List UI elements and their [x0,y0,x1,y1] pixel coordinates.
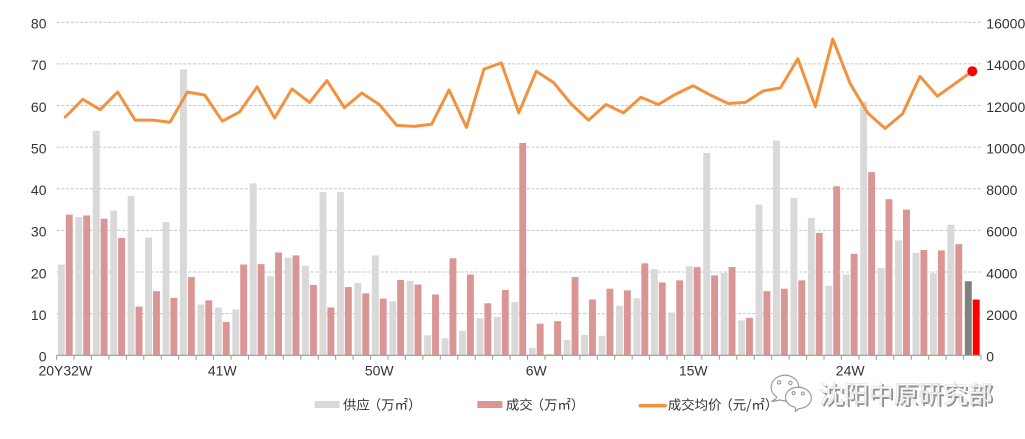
svg-text:6000: 6000 [986,224,1017,240]
svg-text:16000: 16000 [986,16,1025,32]
svg-text:70: 70 [31,57,47,73]
svg-text:50W: 50W [365,363,395,379]
svg-text:0: 0 [39,349,47,365]
svg-text:10: 10 [31,307,47,323]
svg-text:20Y32W: 20Y32W [38,363,92,379]
svg-text:80: 80 [31,16,47,32]
svg-text:20: 20 [31,265,47,281]
svg-text:0: 0 [986,349,994,365]
svg-text:6W: 6W [526,363,548,379]
svg-text:15W: 15W [679,363,709,379]
svg-text:60: 60 [31,99,47,115]
svg-text:8000: 8000 [986,182,1017,198]
svg-text:14000: 14000 [986,57,1025,73]
svg-text:12000: 12000 [986,99,1025,115]
svg-text:30: 30 [31,224,47,240]
svg-text:40: 40 [31,182,47,198]
svg-text:4000: 4000 [986,265,1017,281]
svg-text:10000: 10000 [986,140,1025,156]
svg-text:41W: 41W [208,363,238,379]
svg-text:50: 50 [31,140,47,156]
svg-text:24W: 24W [836,363,866,379]
svg-text:2000: 2000 [986,307,1017,323]
